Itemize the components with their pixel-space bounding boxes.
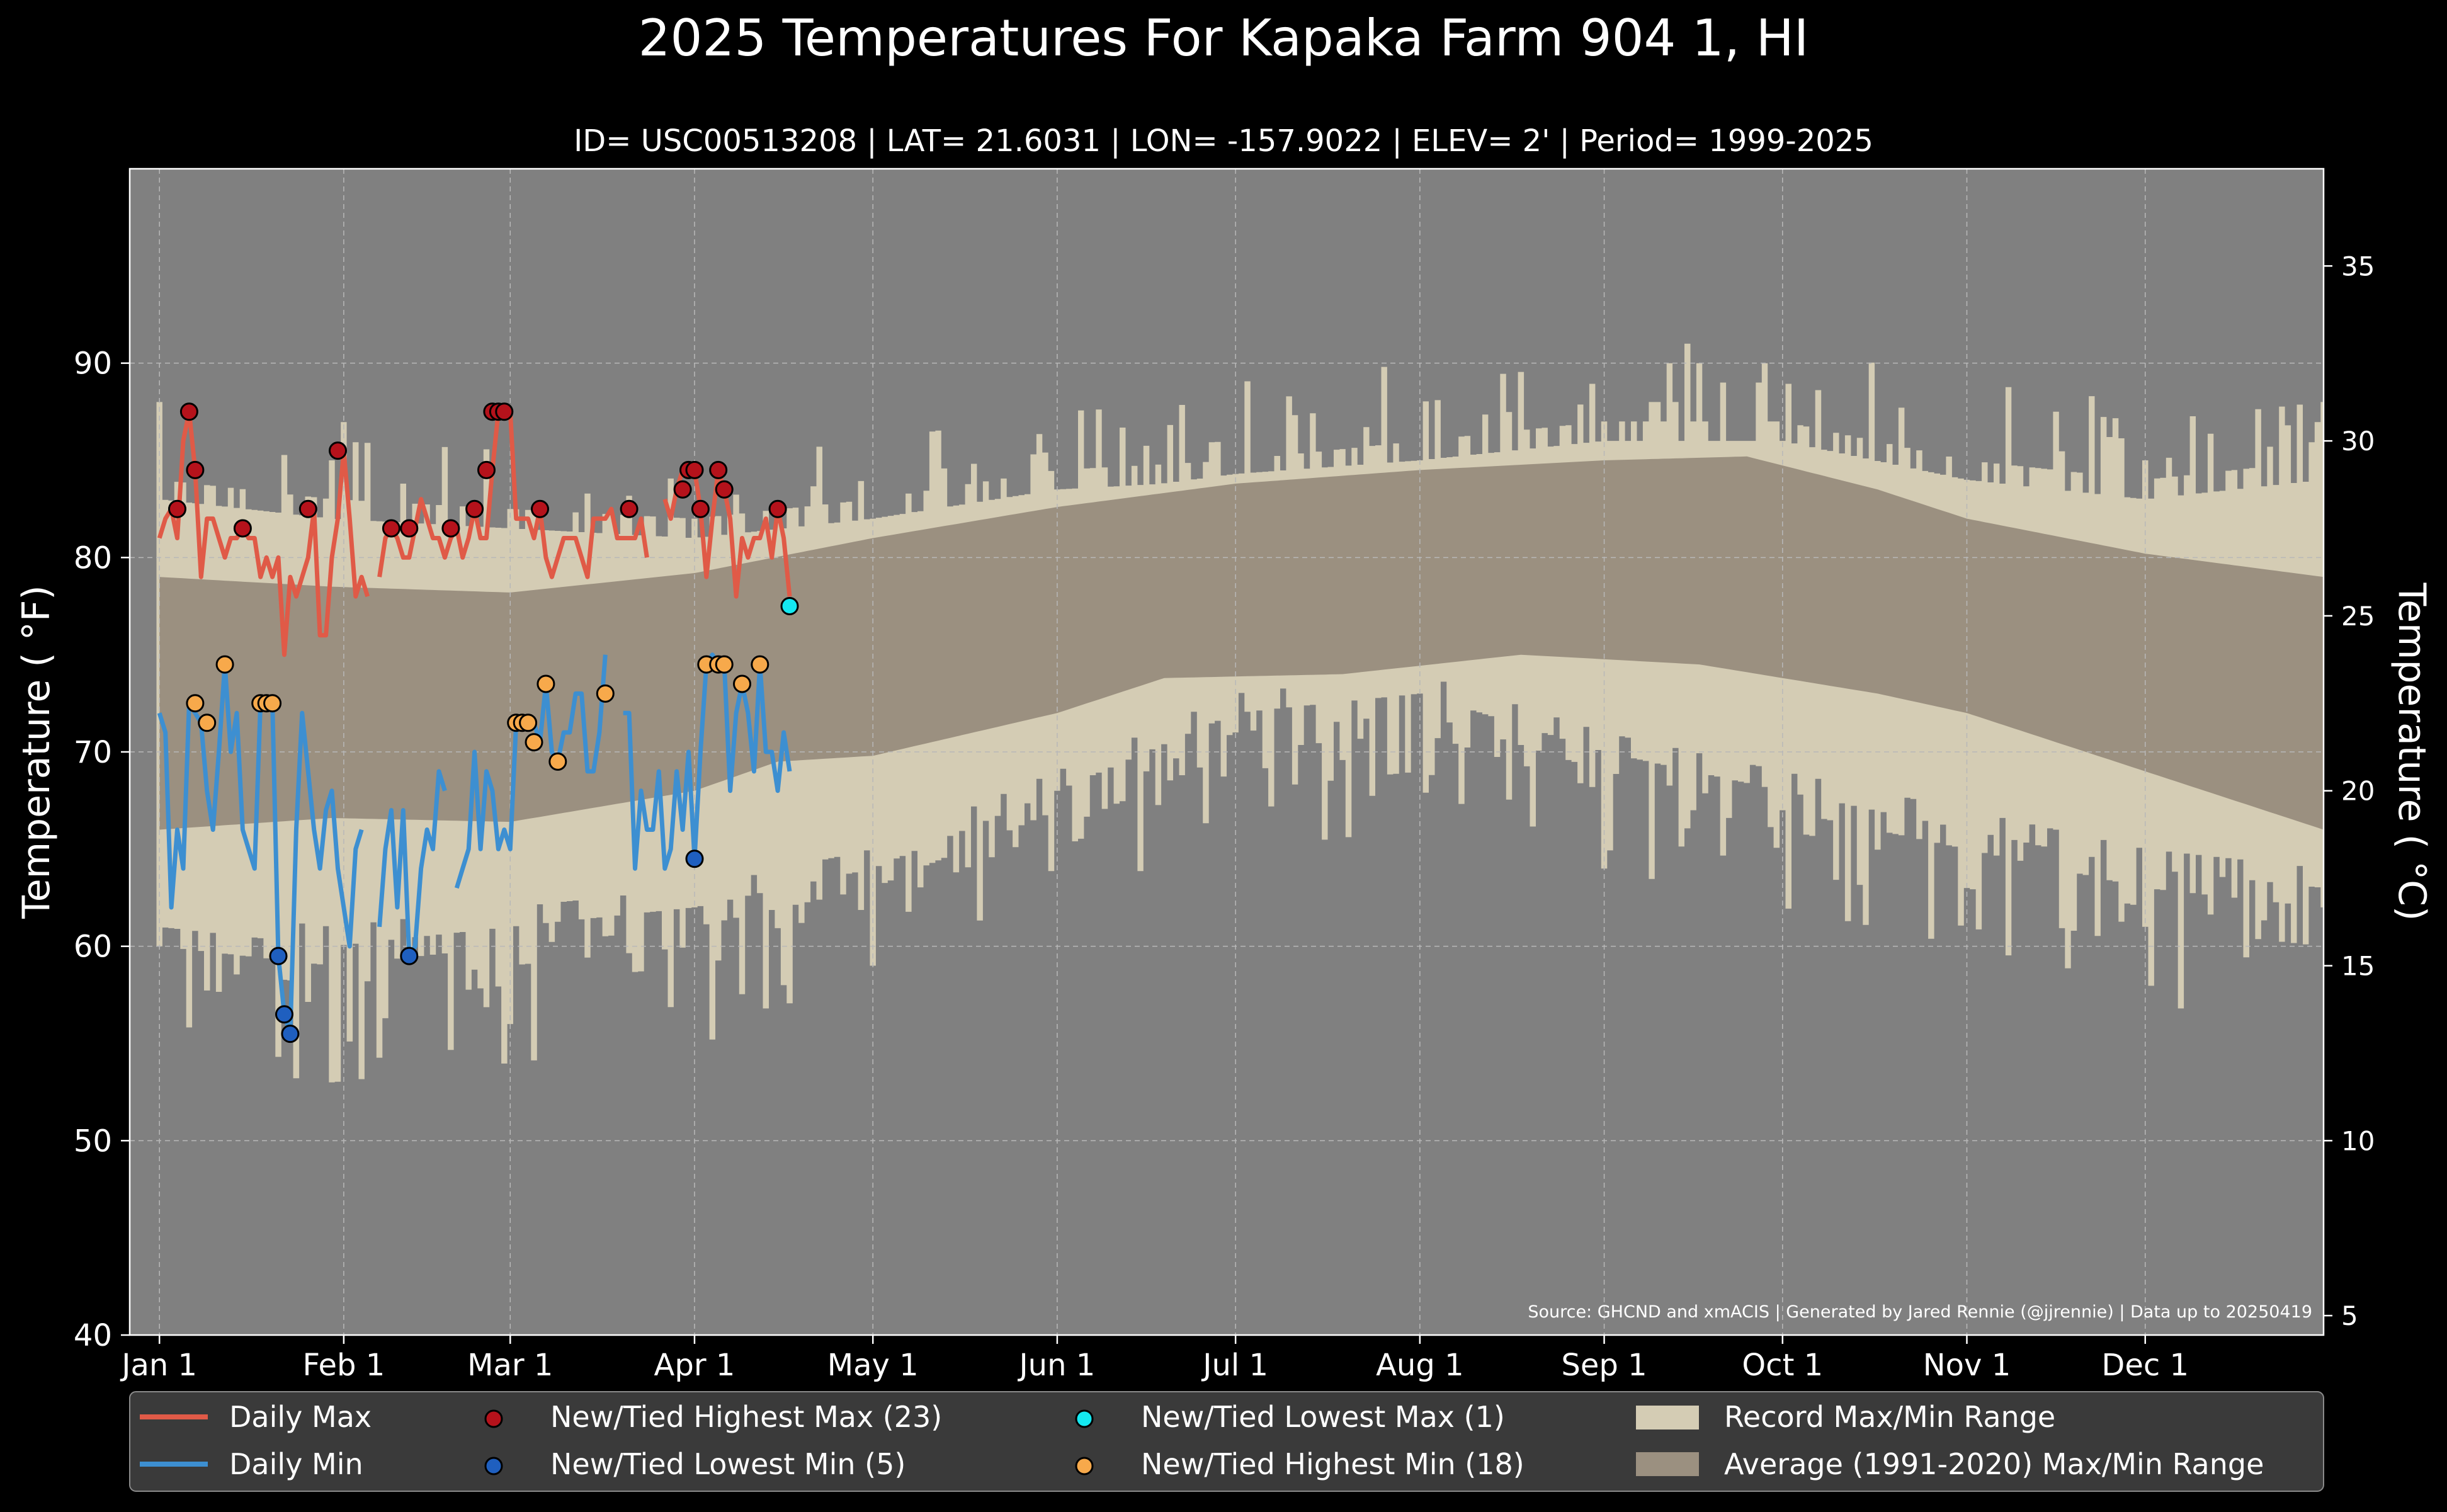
lowest-min-marker [269,946,288,965]
legend-label-average-range: Average (1991-2020) Max/Min Range [1724,1447,2264,1481]
y-tick-label: 70 [74,735,112,770]
legend-marker-lowest-min [484,1457,503,1475]
highest-max-marker [168,499,186,518]
highest-min-marker [519,713,538,732]
x-tick-label: Oct 1 [1742,1348,1823,1383]
highest-max-marker [465,499,484,518]
highest-max-marker [400,519,419,538]
legend-label-daily-max: Daily Max [229,1400,372,1434]
legend-label-lowest-min: New/Tied Lowest Min (5) [550,1447,906,1481]
highest-min-marker [596,684,615,703]
grid-lines [130,169,2324,1335]
highest-max-marker [441,519,460,538]
record-markers [168,402,799,1043]
highest-min-marker [198,713,217,732]
highest-min-marker [548,752,567,771]
highest-max-marker [477,460,496,479]
lowest-max-marker [780,597,799,615]
highest-max-marker [768,499,787,518]
y-tick-right-label: 15 [2341,951,2375,982]
y-tick-right-label: 30 [2341,426,2375,457]
x-tick-label: Mar 1 [467,1348,553,1383]
y-tick-right-label: 5 [2341,1300,2358,1331]
legend-marker-lowest-max [1075,1409,1094,1428]
x-tick-label: Sep 1 [1561,1348,1647,1383]
x-tick-label: Apr 1 [654,1348,735,1383]
legend-label-highest-min: New/Tied Highest Min (18) [1141,1447,1524,1481]
highest-max-marker [685,460,704,479]
lowest-min-marker [275,1005,293,1024]
chart-subtitle: ID= USC00513208 | LAT= 21.6031 | LON= -1… [574,123,1873,159]
y-tick-right-label: 10 [2341,1125,2375,1156]
legend-label-highest-max: New/Tied Highest Max (23) [550,1400,942,1434]
x-tick-label: Feb 1 [303,1348,385,1383]
y-axis-left: 40 50 60 70 80 90 [74,346,130,1353]
y-tick-label: 40 [74,1318,112,1353]
lowest-min-marker [685,850,704,868]
highest-max-marker [495,402,514,421]
highest-min-marker [186,694,205,713]
x-tick-label: Jul 1 [1201,1348,1268,1383]
x-tick-label: Jun 1 [1018,1348,1096,1383]
highest-max-marker [298,499,317,518]
highest-max-marker [382,519,400,538]
y-tick-label: 80 [74,540,112,576]
legend-label-record-range: Record Max/Min Range [1724,1400,2055,1434]
x-tick-label: Dec 1 [2101,1348,2189,1383]
highest-max-marker [620,499,639,518]
y-tick-right-label: 35 [2341,251,2375,281]
lowest-min-marker [400,946,419,965]
highest-min-marker [751,655,769,674]
x-axis: Jan 1 Feb 1 Mar 1 Apr 1 May 1 Jun 1 Jul 1 Aug 1… [120,1335,2189,1383]
legend: Daily Max Daily Min New/Tied Highest Max… [129,1391,2324,1492]
legend-label-daily-min: Daily Min [229,1447,363,1481]
y-axis-left-label: Temperature ( °F) [14,585,59,919]
highest-max-marker [233,519,252,538]
legend-marker-highest-max [484,1409,503,1428]
y-tick-label: 50 [74,1123,112,1159]
y-tick-label: 60 [74,929,112,965]
highest-max-marker [709,460,728,479]
legend-swatch-record-range [1636,1406,1699,1430]
highest-max-marker [691,499,710,518]
y-tick-label: 90 [74,346,112,382]
y-axis-right-label: Temperature ( °C) [2390,583,2434,921]
x-tick-label: Aug 1 [1376,1348,1464,1383]
highest-max-marker [329,441,347,460]
chart-title: 2025 Temperatures For Kapaka Farm 904 1,… [639,9,1809,67]
source-note: Source: GHCND and xmACIS | Generated by … [1528,1302,2312,1322]
highest-min-marker [733,674,751,693]
y-tick-right-label: 20 [2341,776,2375,807]
highest-min-marker [525,733,543,752]
highest-max-marker [179,402,198,421]
legend-box [129,1391,2324,1492]
x-tick-label: May 1 [827,1348,919,1383]
legend-marker-highest-min [1075,1457,1094,1475]
legend-label-lowest-max: New/Tied Lowest Max (1) [1141,1400,1505,1434]
y-tick-right-label: 25 [2341,601,2375,632]
highest-min-marker [263,694,282,713]
highest-min-marker [215,655,234,674]
x-tick-label: Nov 1 [1923,1348,2011,1383]
highest-max-marker [673,480,692,499]
y-axis-right: 5 10 15 20 25 30 35 [2324,251,2375,1331]
highest-max-marker [531,499,549,518]
highest-min-marker [715,655,734,674]
legend-swatch-average-range [1636,1452,1699,1476]
x-tick-label: Jan 1 [120,1348,197,1383]
highest-max-marker [715,480,734,499]
lowest-min-marker [281,1025,300,1043]
highest-min-marker [537,674,555,693]
highest-max-marker [186,460,205,479]
